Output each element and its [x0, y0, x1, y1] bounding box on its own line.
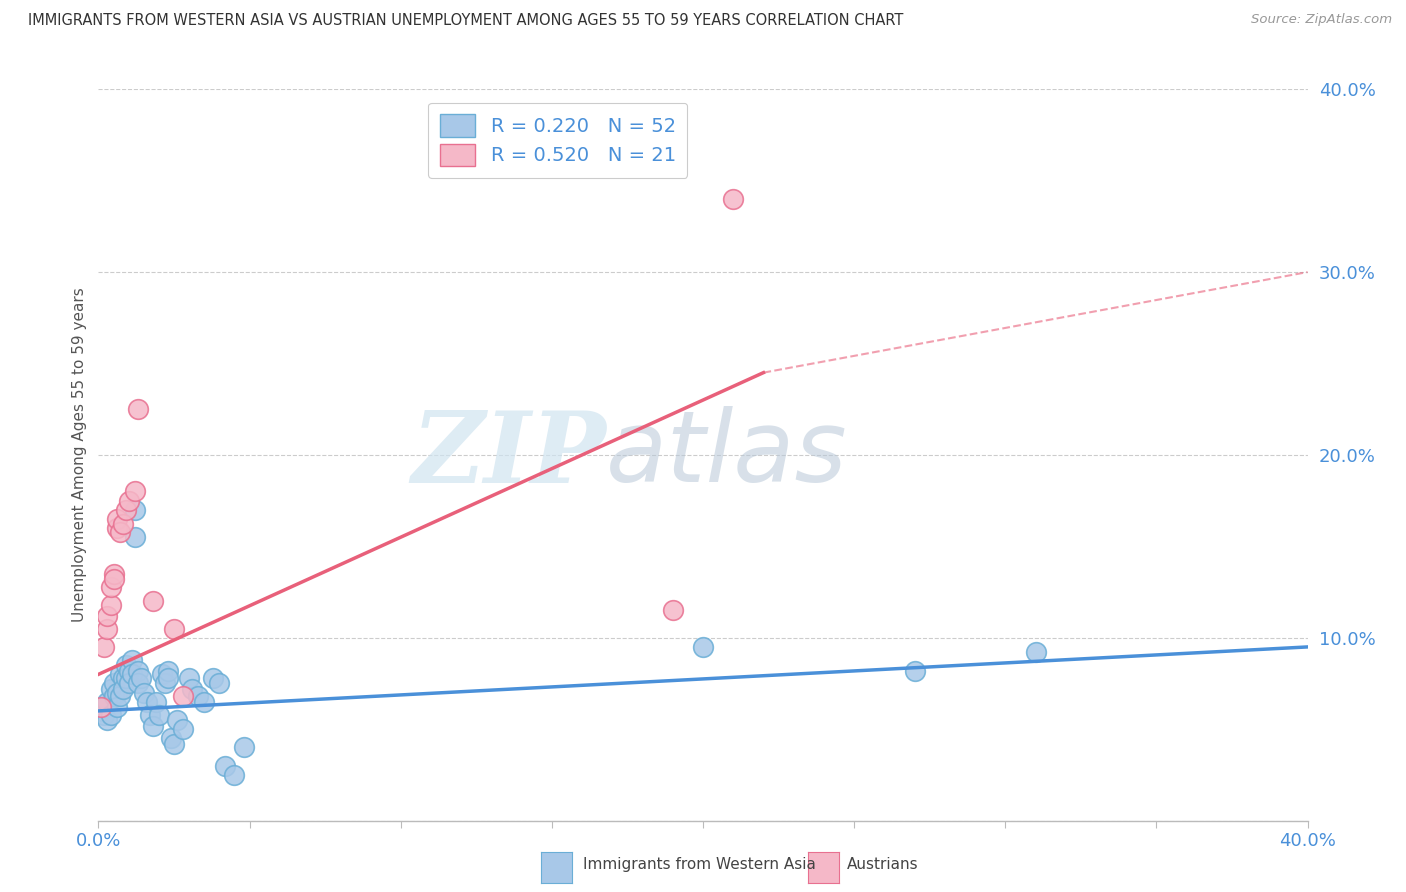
Point — [193, 695, 215, 709]
Point — [1024, 645, 1046, 659]
Text: Source: ZipAtlas.com: Source: ZipAtlas.com — [1251, 13, 1392, 27]
Point — [127, 676, 149, 690]
Point — [93, 707, 115, 722]
Point — [103, 690, 125, 704]
Point — [148, 707, 170, 722]
Point — [105, 512, 128, 526]
Point — [127, 664, 149, 678]
Point — [96, 695, 118, 709]
Point — [118, 664, 141, 678]
Point — [93, 640, 115, 654]
Point — [160, 731, 183, 746]
Point — [224, 768, 246, 782]
Point — [153, 676, 176, 690]
Point — [96, 622, 118, 636]
Point — [105, 700, 128, 714]
Point — [172, 723, 194, 737]
Text: atlas: atlas — [606, 407, 848, 503]
Point — [142, 594, 165, 608]
Point — [139, 707, 162, 722]
Point — [105, 521, 128, 535]
Point — [114, 502, 136, 516]
Point — [108, 667, 131, 681]
Point — [103, 676, 125, 690]
Point — [118, 493, 141, 508]
Point — [163, 622, 186, 636]
Point — [103, 566, 125, 581]
Point — [150, 667, 173, 681]
Point — [214, 758, 236, 772]
Point — [163, 737, 186, 751]
Point — [100, 681, 122, 696]
Point — [124, 484, 146, 499]
Point — [202, 671, 225, 685]
Point — [166, 713, 188, 727]
Point — [232, 740, 254, 755]
Point — [187, 690, 209, 704]
Point — [114, 671, 136, 685]
Point — [208, 676, 231, 690]
Point — [156, 664, 179, 678]
Point — [121, 653, 143, 667]
Legend: R = 0.220   N = 52, R = 0.520   N = 21: R = 0.220 N = 52, R = 0.520 N = 21 — [429, 103, 688, 178]
Point — [661, 603, 683, 617]
Point — [90, 700, 112, 714]
Text: ZIP: ZIP — [412, 407, 606, 503]
Point — [156, 671, 179, 685]
Point — [108, 524, 131, 539]
Point — [108, 690, 131, 704]
Point — [904, 664, 927, 678]
Point — [105, 685, 128, 699]
Point — [135, 695, 157, 709]
Point — [127, 402, 149, 417]
Y-axis label: Unemployment Among Ages 55 to 59 years: Unemployment Among Ages 55 to 59 years — [72, 287, 87, 623]
Point — [142, 718, 165, 732]
Point — [114, 658, 136, 673]
Point — [96, 608, 118, 623]
Point — [90, 704, 112, 718]
Point — [124, 502, 146, 516]
Text: Austrians: Austrians — [846, 857, 918, 872]
Point — [129, 671, 152, 685]
Point — [177, 671, 201, 685]
Point — [124, 530, 146, 544]
Text: Immigrants from Western Asia: Immigrants from Western Asia — [583, 857, 817, 872]
Point — [172, 690, 194, 704]
Point — [692, 640, 714, 654]
Point — [100, 580, 122, 594]
Point — [100, 707, 122, 722]
Point — [181, 681, 204, 696]
Point — [132, 685, 155, 699]
Point — [93, 700, 115, 714]
Point — [96, 713, 118, 727]
Point — [118, 676, 141, 690]
Point — [111, 671, 134, 685]
Point — [103, 572, 125, 586]
Point — [145, 695, 167, 709]
Point — [121, 667, 143, 681]
Text: IMMIGRANTS FROM WESTERN ASIA VS AUSTRIAN UNEMPLOYMENT AMONG AGES 55 TO 59 YEARS : IMMIGRANTS FROM WESTERN ASIA VS AUSTRIAN… — [28, 13, 904, 29]
Point — [721, 192, 744, 206]
Point — [111, 517, 134, 532]
Point — [111, 681, 134, 696]
Point — [100, 598, 122, 612]
